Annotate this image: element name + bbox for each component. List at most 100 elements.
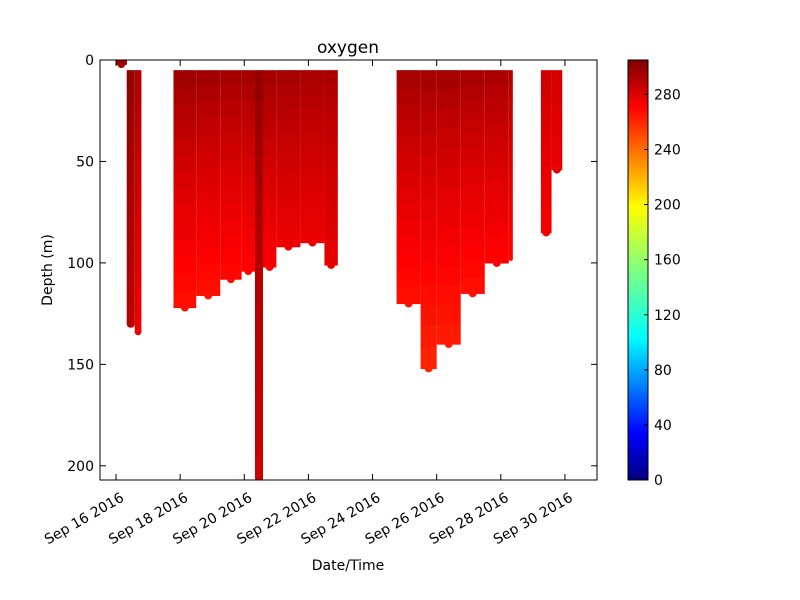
profile-segment xyxy=(300,181,325,194)
profile-segment xyxy=(134,294,142,314)
profile-segment xyxy=(551,112,563,121)
profile-segment xyxy=(134,70,142,90)
profile-segment xyxy=(276,171,301,185)
profile-segment xyxy=(508,124,513,139)
profile-segment xyxy=(220,264,242,280)
profile-segment xyxy=(254,244,263,275)
profile-group-6 xyxy=(220,70,242,284)
profile-group-20 xyxy=(551,70,563,174)
profile-segment xyxy=(540,128,552,141)
profile-segment xyxy=(300,119,325,133)
profile-segment xyxy=(262,238,277,254)
profile-segment xyxy=(262,70,277,85)
profile-segment xyxy=(396,236,421,255)
profile-segment xyxy=(262,84,277,99)
profile-segment xyxy=(173,171,197,190)
profile-segment xyxy=(324,181,338,196)
profile-segment xyxy=(436,246,461,267)
profile-segment xyxy=(460,102,485,119)
profile-segment xyxy=(551,84,563,93)
profile-segment xyxy=(508,231,513,246)
profile-segment xyxy=(134,107,142,127)
profile-segment xyxy=(551,105,563,114)
profile-segment xyxy=(324,209,338,224)
profile-segment xyxy=(126,287,135,307)
profile-segment xyxy=(540,151,552,164)
profile-segment xyxy=(262,140,277,156)
profile-segment xyxy=(484,235,509,250)
profile-group-9 xyxy=(262,70,277,271)
profile-segment xyxy=(540,209,552,222)
profile-segment xyxy=(126,305,135,325)
colorbar-tick-label: 160 xyxy=(654,253,681,269)
profile-segment xyxy=(508,151,513,166)
profile-segment xyxy=(460,70,485,87)
y-tick-label: 150 xyxy=(67,357,94,373)
profile-segment xyxy=(420,197,437,220)
profile-segment xyxy=(484,249,509,264)
colorbar-tick-label: 240 xyxy=(654,143,681,159)
profile-segment xyxy=(436,70,461,91)
profile-group-4 xyxy=(173,70,197,312)
profile-segment xyxy=(324,195,338,210)
profile-bottom-point xyxy=(204,291,213,300)
profile-segment xyxy=(254,390,263,421)
profile-segment xyxy=(508,245,513,260)
profile-segment xyxy=(540,174,552,187)
profile-segment xyxy=(324,167,338,183)
profile-segment xyxy=(300,193,325,207)
profile-segment xyxy=(396,153,421,171)
profile-segment xyxy=(173,137,197,156)
profile-segment xyxy=(241,156,255,172)
y-tick-label: 200 xyxy=(67,459,94,475)
profile-segment xyxy=(460,213,485,231)
profile-segment xyxy=(508,70,513,85)
profile-segment xyxy=(134,257,142,277)
profile-segment xyxy=(276,120,301,134)
profile-segment xyxy=(126,106,135,126)
profile-segment xyxy=(262,224,277,240)
profile-segment xyxy=(436,167,461,189)
profile-segment xyxy=(551,148,563,156)
profile-segment xyxy=(508,137,513,152)
profile-segment xyxy=(324,70,338,85)
profile-segment xyxy=(262,196,277,212)
profile-segment xyxy=(126,251,135,271)
profile-segment xyxy=(396,103,421,121)
profile-segment xyxy=(262,154,277,170)
profile-bottom-point xyxy=(444,340,453,349)
profile-segment xyxy=(173,154,197,173)
profile-segment xyxy=(196,150,221,168)
profile-group-16 xyxy=(460,70,485,298)
profile-segment xyxy=(484,138,509,154)
profile-bottom-point xyxy=(542,228,551,237)
profile-segment xyxy=(484,221,509,236)
profile-segment xyxy=(460,229,485,247)
profile-segment xyxy=(241,141,255,157)
y-tick-label: 50 xyxy=(76,154,94,170)
profile-segment xyxy=(220,189,242,206)
profile-segment xyxy=(460,133,485,151)
profile-segment xyxy=(276,70,301,84)
profile-segment xyxy=(324,153,338,169)
profile-segment xyxy=(540,220,552,234)
profile-segment xyxy=(241,227,255,243)
profile-segment xyxy=(484,166,509,181)
profile-bottom-point xyxy=(424,364,433,373)
profile-segment xyxy=(276,208,301,223)
profile-group-7 xyxy=(241,70,255,276)
profile-segment xyxy=(126,196,135,216)
profile-segment xyxy=(254,128,263,159)
profile-segment xyxy=(484,207,509,223)
profile-segment xyxy=(420,176,437,199)
profile-segment xyxy=(276,145,301,160)
profile-segment xyxy=(196,279,221,296)
profile-bottom-point xyxy=(284,242,293,251)
profile-segment xyxy=(396,220,421,238)
profile-segment xyxy=(220,129,242,146)
profile-segment xyxy=(276,158,301,172)
profile-segment xyxy=(241,242,255,258)
profile-segment xyxy=(436,304,461,326)
profile-group-14 xyxy=(420,70,437,373)
profile-segment xyxy=(420,283,437,306)
